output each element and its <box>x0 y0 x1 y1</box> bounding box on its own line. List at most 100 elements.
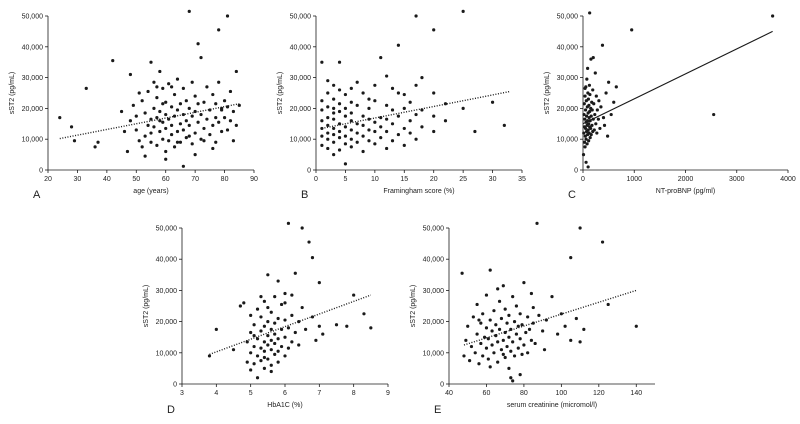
data-point <box>609 112 613 117</box>
data-point <box>96 140 100 144</box>
data-point <box>496 287 500 291</box>
data-point <box>396 114 400 118</box>
data-point <box>587 103 591 107</box>
data-point <box>161 86 165 90</box>
data-point <box>361 134 365 138</box>
scatter-panel-c: 0 10,000 20,000 30,000 40,000 50,000 0 1000 2000… <box>544 11 796 201</box>
panel-label: A <box>33 189 41 201</box>
data-point <box>584 137 588 141</box>
data-point <box>531 321 535 325</box>
data-point <box>214 327 218 331</box>
data-point <box>234 123 238 127</box>
data-point <box>255 337 260 341</box>
data-point <box>556 332 560 336</box>
data-point <box>269 327 273 331</box>
y-tick-label: 30,000 <box>290 75 312 82</box>
data-point <box>269 310 273 314</box>
data-point <box>255 354 260 358</box>
data-point <box>355 122 359 126</box>
y-tick-label: 50,000 <box>22 14 44 21</box>
data-point <box>585 77 589 81</box>
data-point <box>228 119 233 123</box>
data-point <box>269 348 273 352</box>
data-point <box>158 119 162 123</box>
panel-label: C <box>568 189 576 201</box>
data-point <box>283 354 287 358</box>
y-tick-label: 50,000 <box>290 14 312 21</box>
data-point <box>574 316 578 321</box>
data-point <box>581 153 586 157</box>
data-point <box>155 96 159 100</box>
data-point <box>361 91 365 95</box>
x-axis-title: Framingham score (%) <box>383 188 454 195</box>
data-point <box>337 136 342 140</box>
x-tick-label: 70 <box>191 176 199 183</box>
y-tick-label: 0 <box>440 382 444 389</box>
data-point <box>529 338 534 342</box>
data-point <box>58 116 62 120</box>
data-point <box>475 332 479 336</box>
data-point <box>262 340 266 344</box>
data-point <box>396 132 400 137</box>
data-point <box>373 120 377 124</box>
data-point <box>471 315 475 319</box>
data-point <box>170 105 174 109</box>
data-point <box>602 123 607 127</box>
data-point <box>220 129 224 134</box>
data-point <box>432 129 436 134</box>
y-tick-label: 10,000 <box>22 137 44 144</box>
data-point <box>266 357 270 361</box>
data-point <box>501 338 505 342</box>
data-point <box>583 126 588 131</box>
data-point <box>225 105 230 109</box>
x-tick-label: 100 <box>556 390 568 397</box>
data-point <box>490 329 494 333</box>
data-point <box>488 268 492 272</box>
data-point <box>479 341 483 346</box>
data-point <box>588 136 592 140</box>
x-tick-label: 0 <box>581 176 585 183</box>
x-tick-label: 60 <box>483 390 491 397</box>
data-point <box>273 295 277 299</box>
data-point <box>520 352 524 356</box>
data-point <box>193 153 197 157</box>
data-point <box>408 100 412 104</box>
data-point <box>242 301 246 305</box>
panel-label: E <box>434 404 441 416</box>
data-point <box>367 106 371 110</box>
data-point <box>259 346 263 350</box>
data-point <box>181 128 185 132</box>
scatter-panel-e: 0 10,000 20,000 30,000 40,000 50,000 40 60 80 100… <box>410 221 655 416</box>
y-tick-label: 20,000 <box>290 106 312 113</box>
data-point <box>158 129 162 134</box>
data-point <box>217 80 221 84</box>
data-point <box>535 221 539 225</box>
trend-line <box>321 90 511 130</box>
data-point <box>332 97 336 101</box>
data-point <box>526 351 530 355</box>
x-tick-label: 30 <box>489 176 497 183</box>
data-point <box>119 109 124 114</box>
data-point <box>184 99 188 103</box>
data-point <box>591 117 595 121</box>
y-tick-label: 40,000 <box>290 44 312 51</box>
data-point <box>249 330 253 335</box>
data-point <box>332 83 336 87</box>
data-point <box>252 362 256 366</box>
data-point <box>262 355 266 360</box>
data-point <box>262 366 266 370</box>
data-point <box>262 299 266 303</box>
data-point <box>214 102 218 106</box>
y-tick-label: 0 <box>574 168 578 175</box>
data-point <box>584 160 588 164</box>
data-point <box>355 103 359 107</box>
data-point <box>187 134 191 138</box>
data-point <box>190 114 194 118</box>
data-point <box>518 337 522 341</box>
data-point <box>283 335 287 339</box>
data-point <box>307 240 311 244</box>
data-point <box>214 116 218 120</box>
data-point <box>181 112 185 117</box>
data-point <box>252 323 256 327</box>
data-point <box>402 143 406 147</box>
